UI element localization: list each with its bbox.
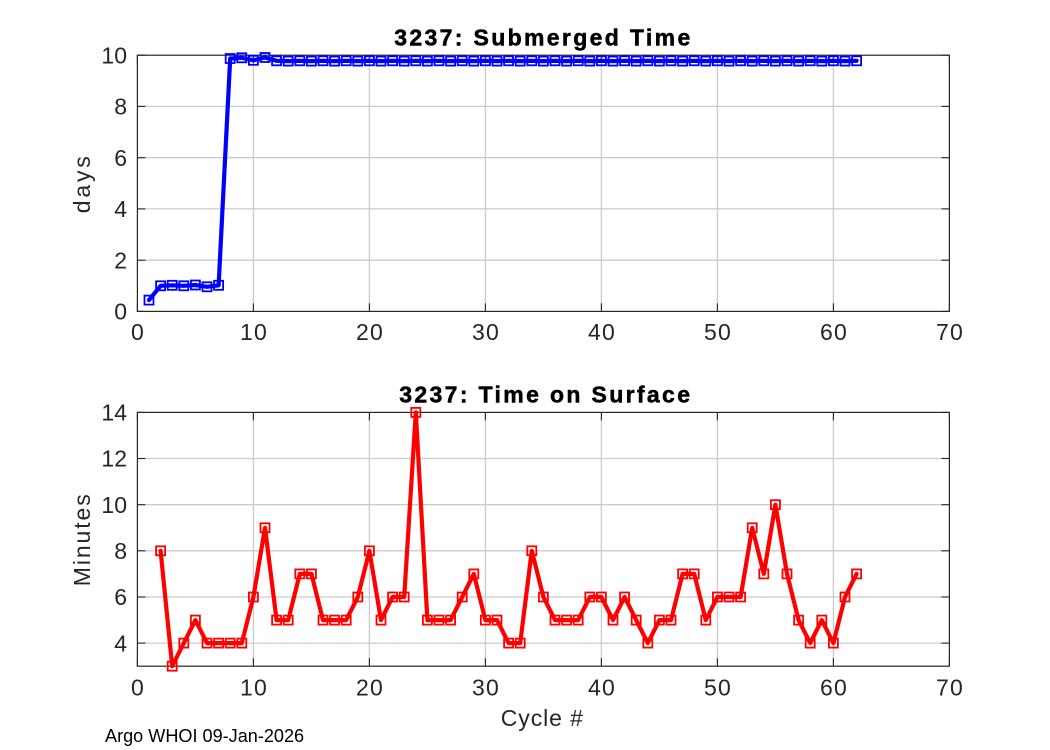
- svg-text:Cycle #: Cycle #: [501, 705, 584, 731]
- svg-text:days: days: [69, 153, 95, 213]
- svg-text:4: 4: [114, 630, 127, 656]
- svg-text:0: 0: [131, 674, 144, 700]
- svg-text:10: 10: [101, 492, 127, 518]
- svg-text:20: 20: [356, 674, 384, 700]
- svg-text:40: 40: [588, 674, 616, 700]
- svg-text:Argo WHOI 09-Jan-2026: Argo WHOI 09-Jan-2026: [105, 726, 304, 746]
- svg-text:10: 10: [240, 674, 268, 700]
- svg-text:40: 40: [588, 319, 616, 345]
- svg-text:4: 4: [114, 196, 127, 222]
- svg-text:10: 10: [240, 319, 268, 345]
- svg-text:3237: Time on Surface: 3237: Time on Surface: [399, 381, 692, 407]
- svg-text:0: 0: [114, 299, 127, 325]
- svg-text:2: 2: [114, 247, 127, 273]
- svg-text:10: 10: [101, 42, 127, 68]
- svg-text:70: 70: [936, 674, 964, 700]
- svg-text:70: 70: [936, 319, 964, 345]
- svg-text:3237: Submerged Time: 3237: Submerged Time: [394, 24, 692, 50]
- svg-text:50: 50: [704, 319, 732, 345]
- svg-text:50: 50: [704, 674, 732, 700]
- svg-text:20: 20: [356, 319, 384, 345]
- svg-text:30: 30: [472, 674, 500, 700]
- svg-text:0: 0: [131, 319, 144, 345]
- svg-text:12: 12: [101, 446, 127, 472]
- svg-text:8: 8: [114, 94, 127, 120]
- svg-text:60: 60: [820, 674, 848, 700]
- svg-text:6: 6: [114, 584, 127, 610]
- svg-text:30: 30: [472, 319, 500, 345]
- svg-text:14: 14: [101, 400, 127, 426]
- svg-text:60: 60: [820, 319, 848, 345]
- svg-text:8: 8: [114, 538, 127, 564]
- svg-text:6: 6: [114, 145, 127, 171]
- svg-text:Minutes: Minutes: [69, 492, 95, 586]
